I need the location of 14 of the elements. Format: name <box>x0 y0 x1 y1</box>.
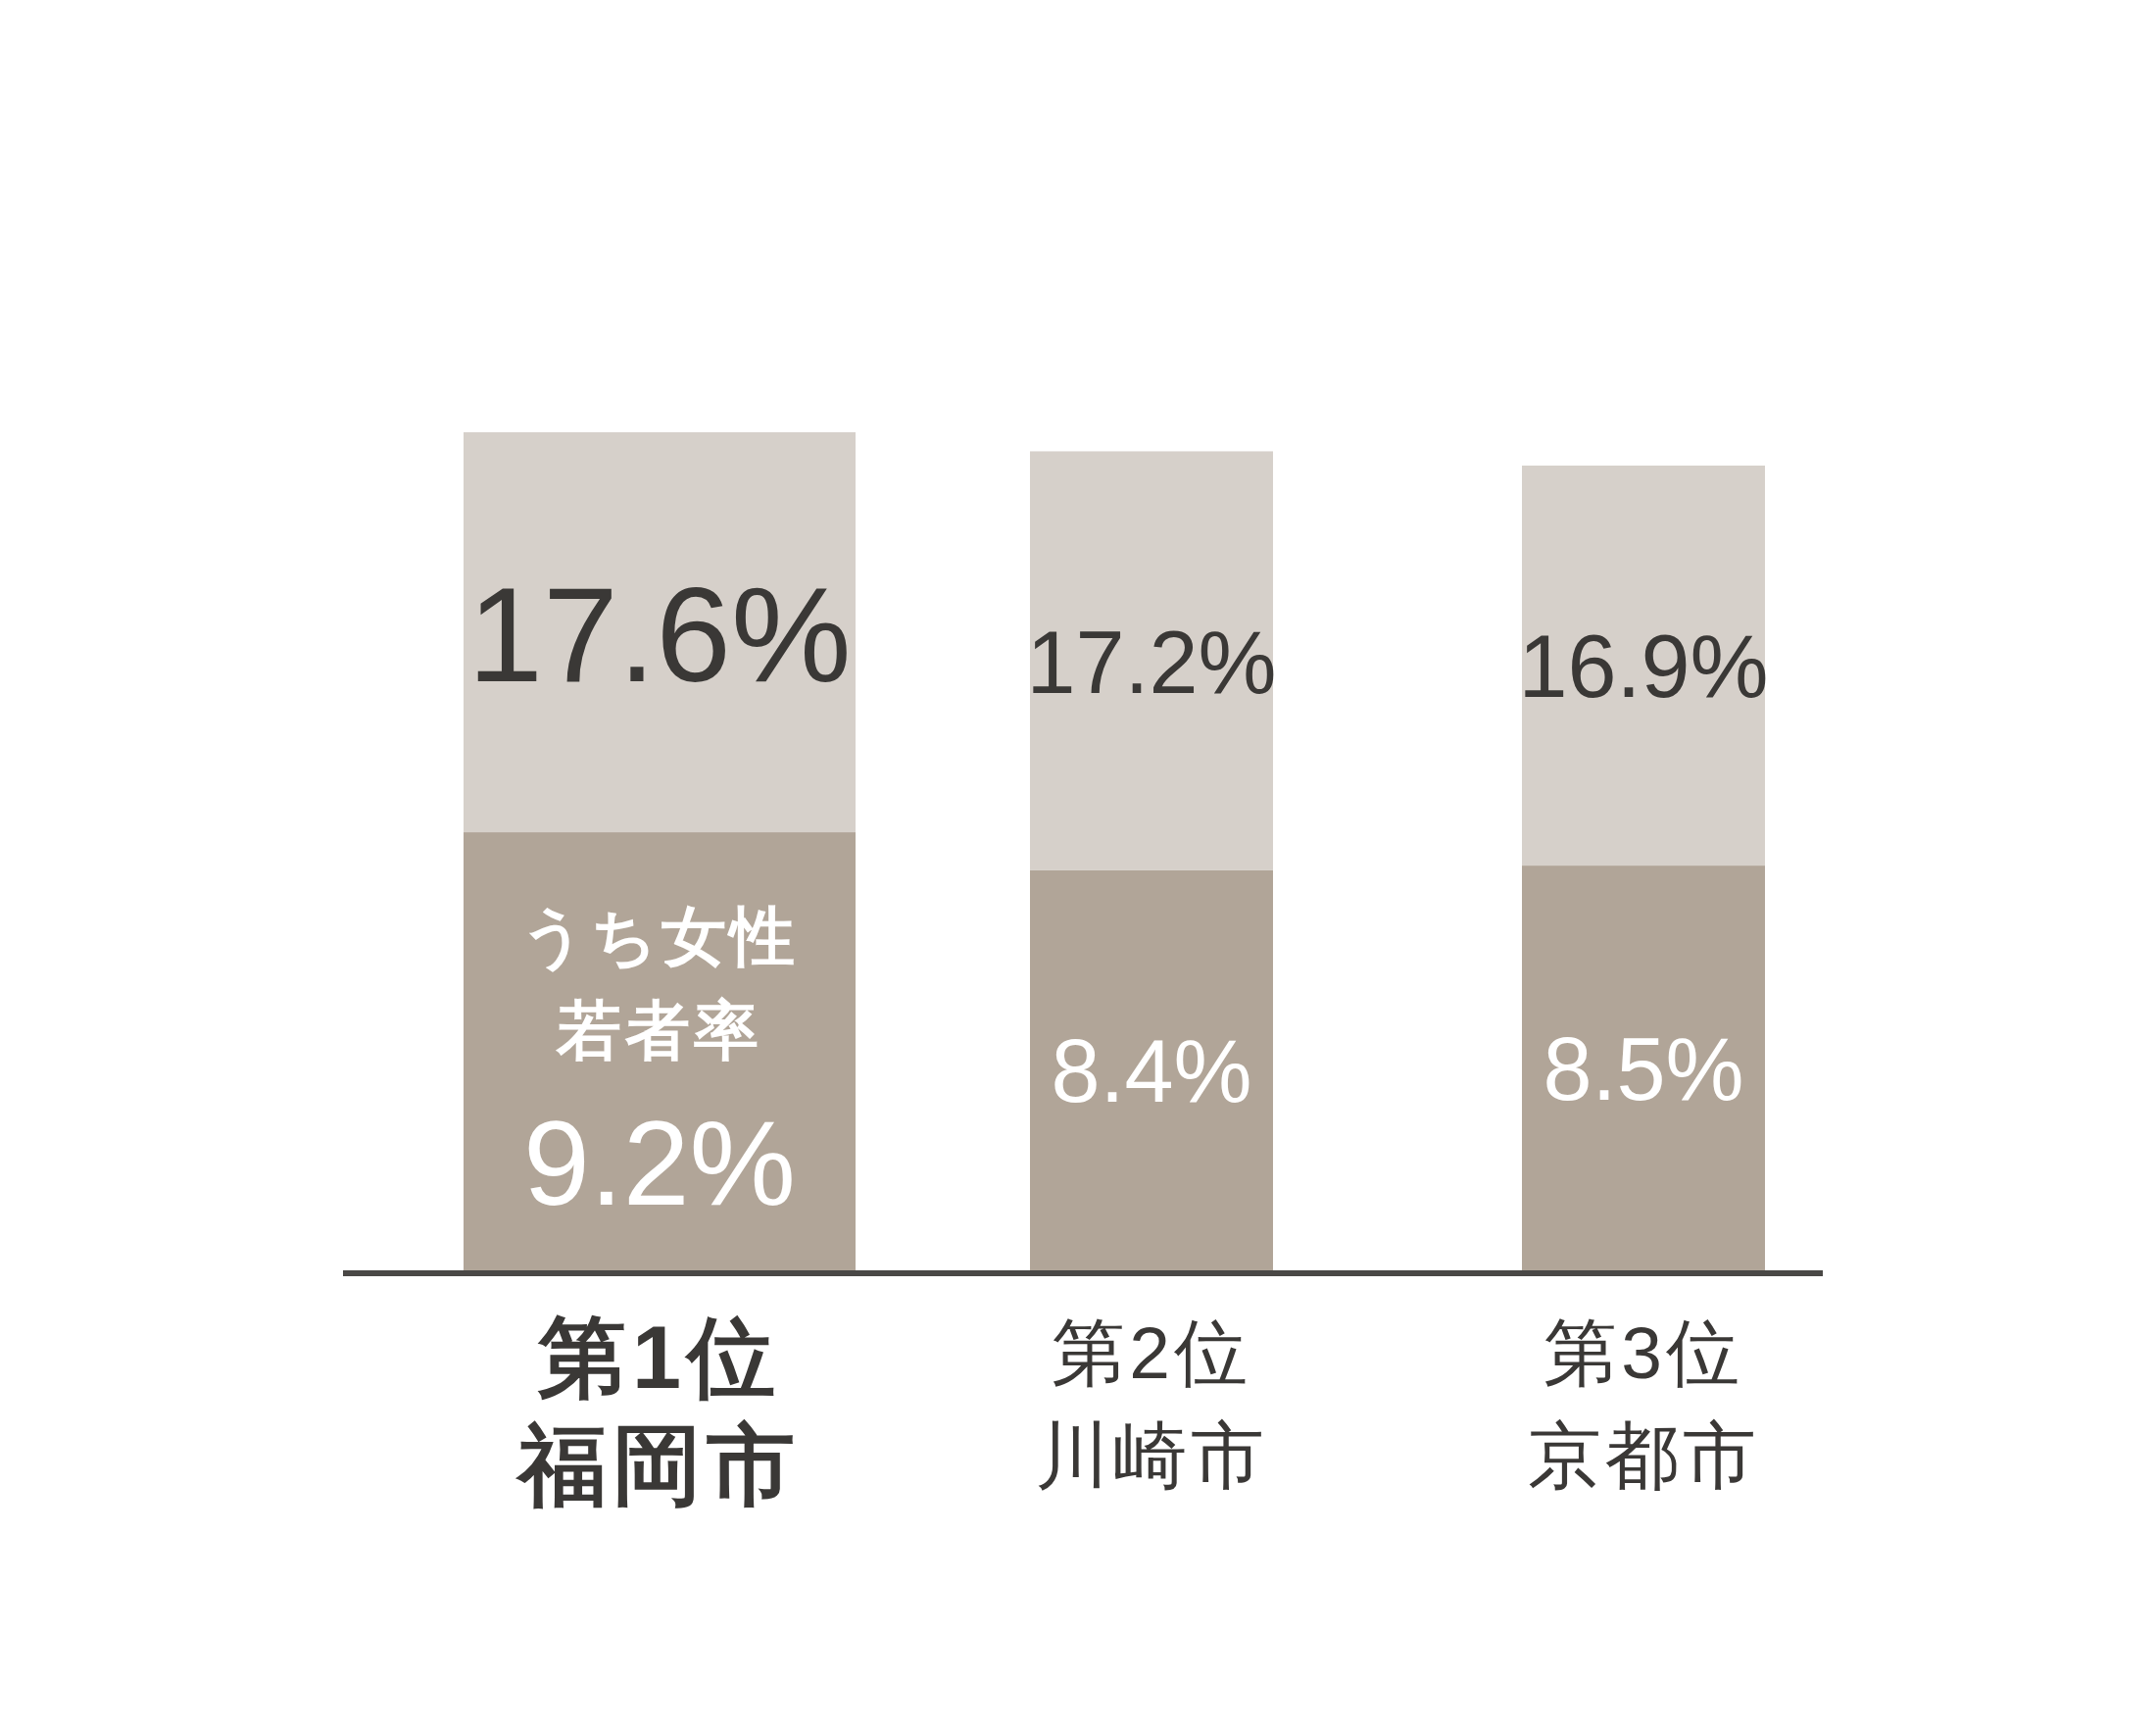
x-tick-label: 第2位川崎市 <box>1035 1311 1268 1497</box>
bar <box>1522 866 1765 1270</box>
x-tick-label: 第1位福岡市 <box>514 1309 801 1514</box>
total-label: 17.2% <box>1026 613 1277 712</box>
data-label: 8.5% <box>1543 1019 1744 1118</box>
series-label: うち女性若者率 <box>520 899 799 1066</box>
bar <box>1030 451 1273 870</box>
data-label: 8.4% <box>1051 1022 1252 1121</box>
total-label: 17.6% <box>467 558 852 710</box>
bar <box>1522 466 1765 866</box>
x-tick-label: 第3位京都市 <box>1527 1311 1760 1497</box>
data-label: 9.2% <box>522 1096 797 1230</box>
total-label: 16.9% <box>1518 618 1769 717</box>
bar <box>1030 869 1273 1270</box>
